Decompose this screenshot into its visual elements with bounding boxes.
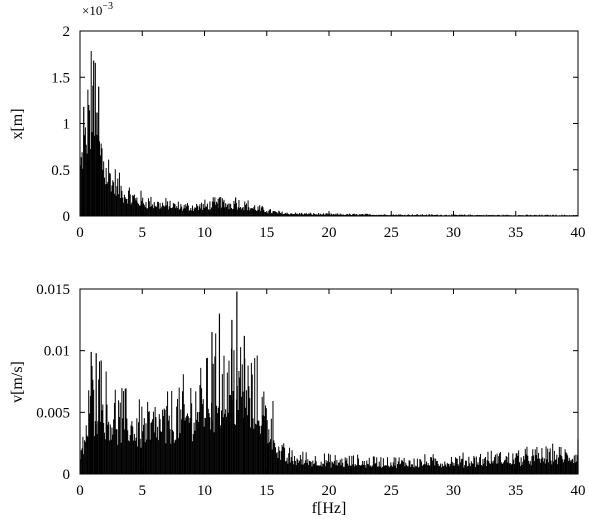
axis-ticks: 0 5 10 15 20 25 30 35 40 0 0.005 0.01 0.015 (36, 282, 585, 499)
y-tick-label: 0.005 (36, 405, 70, 421)
x-tick-label: 40 (571, 483, 586, 499)
y-tick-label: 0 (63, 209, 71, 225)
x-tick-label: 40 (571, 225, 586, 241)
axis-ticks: 0 5 10 15 20 25 30 35 40 0 0.5 1 1.5 2 (51, 24, 585, 241)
x-tick-label: 35 (508, 225, 523, 241)
x-tick-label: 30 (446, 483, 461, 499)
x-tick-label: 15 (259, 225, 274, 241)
x-tick-label: 0 (76, 225, 84, 241)
x-axis-label: f[Hz] (312, 500, 347, 517)
x-tick-label: 15 (259, 483, 274, 499)
y-tick-label: 0 (63, 467, 71, 483)
displacement-bars (79, 50, 579, 216)
velocity-spectrum-panel: 0 5 10 15 20 25 30 35 40 0 0.005 0.01 0.015 v[m/s] f… (9, 282, 586, 517)
x-tick-label: 30 (446, 225, 461, 241)
y-tick-label: 1 (63, 117, 71, 133)
x-tick-label: 25 (384, 483, 399, 499)
y-axis-label: x[m] (9, 108, 26, 139)
y-exponent-label: ×10−3 (82, 1, 113, 18)
x-tick-label: 5 (139, 225, 147, 241)
x-tick-label: 20 (322, 483, 337, 499)
y-tick-label: 0.5 (51, 163, 70, 179)
x-tick-label: 25 (384, 225, 399, 241)
plot-frame (79, 30, 579, 217)
y-axis-label: v[m/s] (9, 361, 26, 403)
x-tick-label: 20 (322, 225, 337, 241)
y-tick-label: 1.5 (51, 70, 70, 86)
y-tick-label: 0.015 (36, 282, 70, 298)
x-tick-label: 10 (197, 225, 212, 241)
x-tick-label: 0 (76, 483, 84, 499)
displacement-spectrum-panel: 0 5 10 15 20 25 30 35 40 0 0.5 1 1.5 2 x[m] ×10−3 (9, 1, 586, 241)
y-tick-label: 0.01 (44, 344, 70, 360)
y-tick-label: 2 (63, 24, 71, 40)
x-tick-label: 5 (139, 483, 147, 499)
velocity-bars (79, 291, 579, 474)
x-tick-label: 10 (197, 483, 212, 499)
x-tick-label: 35 (508, 483, 523, 499)
